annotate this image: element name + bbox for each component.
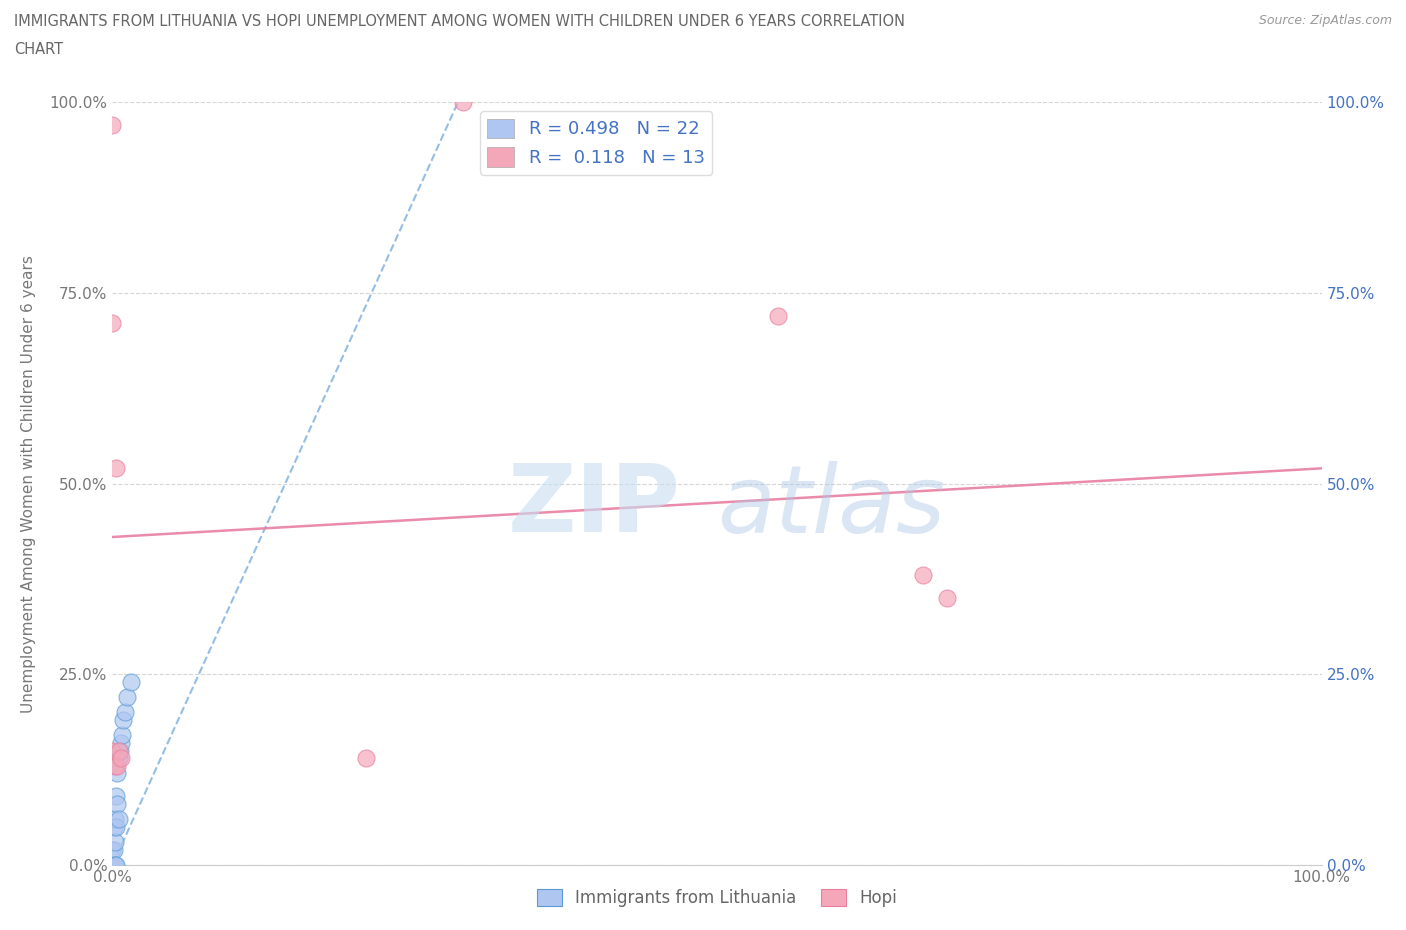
Point [115, 690, 138, 705]
Point [356, 751, 378, 765]
Point [103, 843, 125, 857]
Point [107, 751, 129, 765]
Point [451, 95, 474, 110]
Point [110, 751, 132, 765]
Point [105, 461, 128, 476]
Point [105, 819, 128, 834]
Point [911, 567, 934, 582]
Point [101, 843, 124, 857]
Point [104, 834, 127, 849]
Text: atlas: atlas [717, 461, 945, 552]
Point [112, 712, 135, 727]
Point [110, 736, 132, 751]
Point [101, 743, 124, 758]
Point [101, 316, 124, 331]
Point [111, 728, 134, 743]
Point [935, 591, 957, 605]
Text: Source: ZipAtlas.com: Source: ZipAtlas.com [1258, 14, 1392, 27]
Point [101, 118, 124, 133]
Point [120, 674, 142, 689]
Point [104, 758, 127, 773]
Text: IMMIGRANTS FROM LITHUANIA VS HOPI UNEMPLOYMENT AMONG WOMEN WITH CHILDREN UNDER 6: IMMIGRANTS FROM LITHUANIA VS HOPI UNEMPL… [14, 14, 905, 29]
Text: CHART: CHART [14, 42, 63, 57]
Point [107, 812, 129, 827]
Point [105, 796, 128, 811]
Y-axis label: Unemployment Among Women with Children Under 6 years: Unemployment Among Women with Children U… [21, 255, 35, 712]
Point [114, 705, 136, 720]
Point [103, 819, 125, 834]
Point [104, 812, 127, 827]
Point [107, 743, 129, 758]
Point [105, 789, 128, 804]
Point [104, 857, 127, 872]
Point [103, 857, 125, 872]
Point [105, 857, 128, 872]
Point [108, 743, 131, 758]
Legend: Immigrants from Lithuania, Hopi: Immigrants from Lithuania, Hopi [530, 883, 904, 914]
Point [105, 766, 128, 781]
Text: ZIP: ZIP [508, 460, 681, 552]
Point [101, 857, 124, 872]
Point [105, 758, 128, 773]
Point [766, 309, 789, 324]
